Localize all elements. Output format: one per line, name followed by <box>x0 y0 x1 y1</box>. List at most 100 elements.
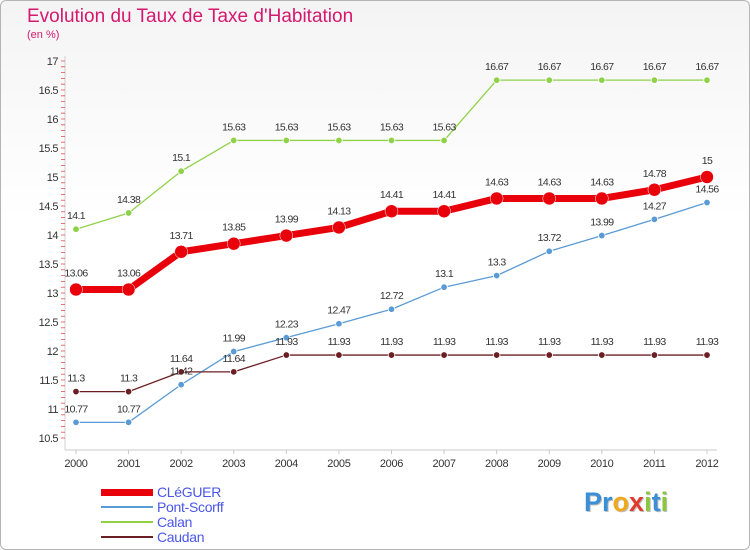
data-label: 13.3 <box>488 257 507 269</box>
data-point <box>124 418 133 427</box>
data-point <box>545 247 553 255</box>
logo-letter: r <box>602 487 613 517</box>
data-label: 15.63 <box>380 121 404 133</box>
data-point <box>440 351 448 359</box>
data-label: 15.63 <box>327 121 351 133</box>
data-point <box>69 282 83 297</box>
data-label: 15.1 <box>172 152 191 164</box>
data-label: 11.93 <box>485 336 508 348</box>
data-label: 12.23 <box>275 319 299 331</box>
y-tick-label: 14.5 <box>39 201 59 213</box>
chart-subtitle: (en %) <box>27 29 60 41</box>
data-label: 15 <box>702 155 713 167</box>
data-point <box>72 225 80 233</box>
y-tick-label: 14 <box>47 230 59 242</box>
data-point <box>700 170 714 184</box>
data-point <box>492 76 501 84</box>
data-point <box>492 271 501 280</box>
data-label: 14.1 <box>67 210 86 222</box>
y-tick-label: 12 <box>47 346 59 358</box>
data-point <box>598 76 606 84</box>
data-label: 14.13 <box>327 205 351 217</box>
y-tick-label: 13.5 <box>39 259 59 271</box>
data-point <box>335 136 343 145</box>
data-label: 11.93 <box>328 336 351 348</box>
data-label: 13.1 <box>435 268 454 280</box>
data-label: 16.67 <box>538 61 562 73</box>
legend-label: Caudan <box>157 529 205 545</box>
data-point <box>542 191 556 206</box>
data-label: 13.99 <box>590 217 614 229</box>
data-label: 11.93 <box>380 336 403 348</box>
data-label: 14.63 <box>590 176 614 188</box>
logo-letter: x <box>629 487 645 517</box>
data-label: 15.63 <box>275 121 299 133</box>
data-point <box>72 418 80 427</box>
x-tick-label: 2003 <box>222 458 245 470</box>
x-tick-label: 2005 <box>327 458 350 470</box>
legend-swatch <box>101 506 153 508</box>
data-point <box>545 76 553 84</box>
data-label: 13.72 <box>538 232 562 244</box>
data-label: 11.93 <box>696 336 719 348</box>
data-label: 11.42 <box>170 366 193 378</box>
data-label: 14.56 <box>695 184 719 196</box>
axes: 10.5 11 11.5 12 12.5 13 13.5 14 14.5 15 15.5 16 16.5… <box>39 56 719 470</box>
chart-title: Evolution du Taux de Taxe d'Habitation <box>27 6 354 27</box>
data-point <box>282 136 291 145</box>
data-point <box>384 204 399 218</box>
data-label: 13.99 <box>275 214 299 226</box>
data-point <box>437 204 451 218</box>
data-point <box>72 387 80 396</box>
data-label: 14.41 <box>380 189 404 201</box>
data-label: 11.3 <box>67 373 85 385</box>
data-label: 14.38 <box>117 194 141 206</box>
data-labels: 13.06 13.06 13.71 13.85 13.99 14.13 14.41 14.41… <box>64 61 720 415</box>
data-point <box>230 136 238 145</box>
data-label: 12.47 <box>327 305 351 317</box>
data-label: 12.72 <box>380 290 404 302</box>
x-tick-label: 2011 <box>643 458 666 470</box>
data-point <box>650 351 659 359</box>
data-point <box>650 76 659 84</box>
data-point <box>177 380 185 389</box>
x-tick-label: 2006 <box>380 458 403 470</box>
data-label: 16.67 <box>590 61 614 73</box>
y-tick-label: 15 <box>47 172 59 184</box>
data-label: 10.77 <box>64 403 88 415</box>
data-point <box>387 351 396 359</box>
data-label: 13.85 <box>222 222 246 234</box>
data-label: 13.06 <box>117 268 141 280</box>
data-point <box>335 351 343 359</box>
data-label: 14.27 <box>643 200 667 212</box>
data-label: 14.78 <box>643 168 667 180</box>
data-label: 11.93 <box>538 336 561 348</box>
data-label: 11.93 <box>275 336 298 348</box>
y-tick-label: 12.5 <box>39 317 59 329</box>
data-point <box>595 191 609 206</box>
proxiti-logo: Proxiti <box>584 487 668 518</box>
legend-label: CLéGUER <box>157 484 222 500</box>
data-point <box>332 220 346 235</box>
data-point <box>647 183 662 197</box>
logo-letter: o <box>612 487 630 517</box>
data-label: 14.41 <box>432 189 456 201</box>
x-tick-label: 2007 <box>432 458 455 470</box>
data-label: 16.67 <box>485 61 509 73</box>
data-point <box>598 231 606 240</box>
y-tick-label: 11.5 <box>39 375 58 387</box>
y-tick-label: 15.5 <box>39 143 59 155</box>
data-point <box>387 136 396 145</box>
x-tick-label: 2001 <box>117 458 140 470</box>
data-label: 11.99 <box>223 333 246 345</box>
data-label: 11.3 <box>120 373 138 385</box>
legend-label: Pont-Scorff <box>157 499 224 515</box>
data-label: 11.93 <box>433 336 456 348</box>
data-label: 10.77 <box>117 403 141 415</box>
data-point <box>335 320 343 328</box>
data-point <box>174 245 188 259</box>
data-point <box>177 167 185 175</box>
y-tick-label: 17 <box>47 56 59 68</box>
